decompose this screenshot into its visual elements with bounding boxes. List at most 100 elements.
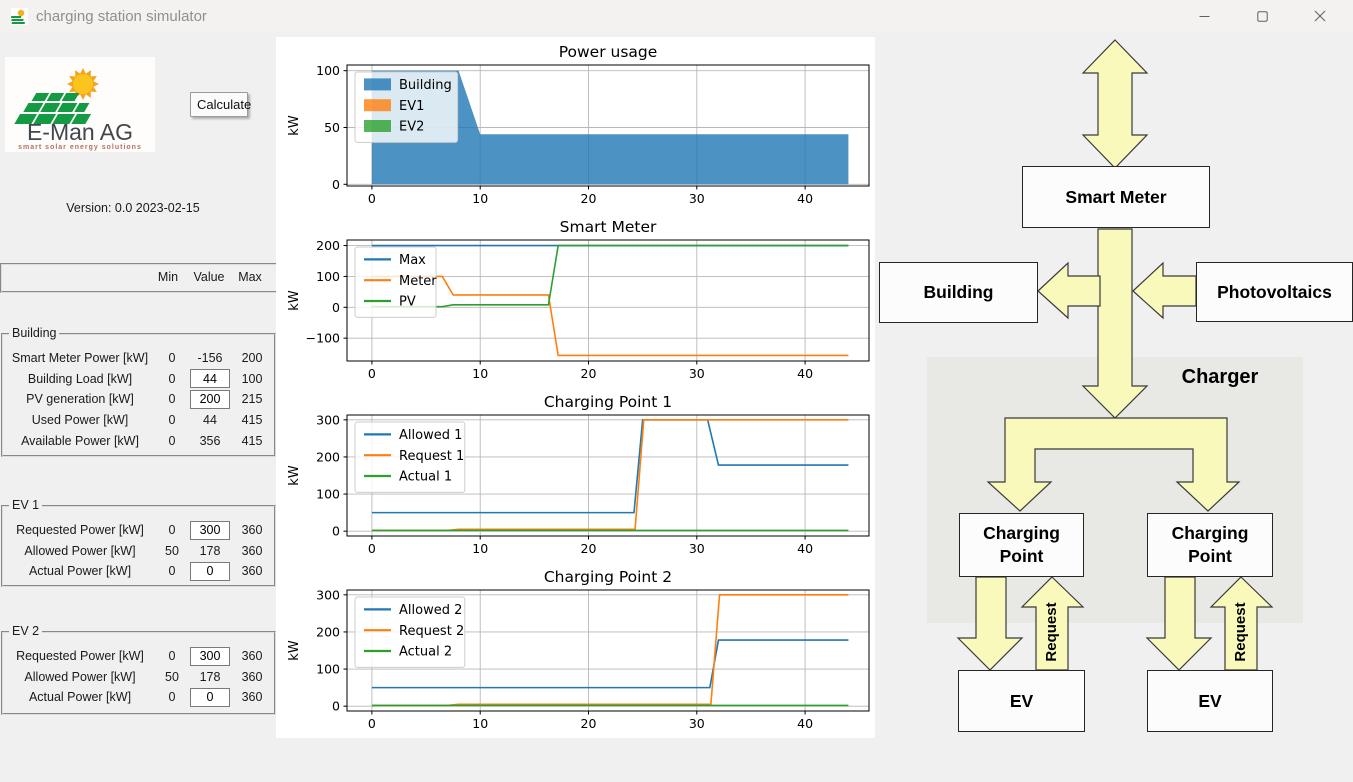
row-label: Requested Power [kW] xyxy=(16,523,144,538)
row-max: 200 xyxy=(241,351,263,366)
row-min: 0 xyxy=(168,433,176,448)
row-value-input[interactable] xyxy=(190,369,230,389)
svg-text:Allowed 1: Allowed 1 xyxy=(399,428,462,443)
row-max: 415 xyxy=(241,413,263,428)
parameter-row: PV generation [kW] 0 215 xyxy=(3,389,274,410)
row-max: 360 xyxy=(241,543,263,558)
svg-text:Allowed 2: Allowed 2 xyxy=(399,603,462,618)
close-button[interactable] xyxy=(1291,0,1349,32)
maximize-button[interactable] xyxy=(1233,0,1291,32)
row-label: Actual Power [kW] xyxy=(28,690,132,705)
row-value-input[interactable] xyxy=(190,646,230,666)
minimize-icon xyxy=(1199,15,1209,17)
row-max: 360 xyxy=(241,649,263,664)
svg-text:200: 200 xyxy=(316,238,340,253)
charging-point-2-node: Charging Point xyxy=(1147,513,1273,577)
row-max: 360 xyxy=(241,564,263,579)
svg-text:0: 0 xyxy=(368,541,376,556)
row-label: Actual Power [kW] xyxy=(28,564,132,579)
row-min: 0 xyxy=(168,351,176,366)
row-label: Building Load [kW] xyxy=(27,371,133,386)
parameter-row: Requested Power [kW] 0 360 xyxy=(3,646,274,667)
group-building: Building Smart Meter Power [kW] 0 -156 200 Bu… xyxy=(1,326,276,457)
row-min: 0 xyxy=(168,690,176,705)
row-value-input[interactable] xyxy=(190,520,230,540)
row-min: 0 xyxy=(168,392,176,407)
svg-text:EV1: EV1 xyxy=(399,99,424,114)
row-value: 178 xyxy=(199,669,221,684)
smart-meter-to-charger-arrow xyxy=(1081,228,1149,419)
cp1-to-ev-arrow xyxy=(956,576,1024,671)
row-value: 178 xyxy=(199,543,221,558)
svg-text:0: 0 xyxy=(332,524,340,539)
title-bar: charging station simulator xyxy=(0,0,1353,32)
minimize-button[interactable] xyxy=(1175,0,1233,32)
svg-text:kW: kW xyxy=(287,115,302,136)
table-header-frame: Min Value Max xyxy=(0,263,280,293)
svg-text:100: 100 xyxy=(316,487,340,502)
svg-text:100: 100 xyxy=(316,63,340,78)
ev-1-node: EV xyxy=(958,670,1085,732)
svg-text:40: 40 xyxy=(797,366,813,381)
svg-text:10: 10 xyxy=(472,191,488,206)
svg-text:30: 30 xyxy=(689,716,705,731)
svg-text:Building: Building xyxy=(399,78,452,93)
building-node: Building xyxy=(879,262,1038,323)
row-value-input[interactable] xyxy=(190,561,230,581)
svg-text:−100: −100 xyxy=(306,331,340,346)
parameter-row: Actual Power [kW] 0 360 xyxy=(3,687,274,708)
svg-text:0: 0 xyxy=(332,300,340,315)
row-label: Available Power [kW] xyxy=(21,433,139,448)
svg-text:20: 20 xyxy=(581,541,597,556)
svg-text:Max: Max xyxy=(399,253,426,268)
logo-brand-text: E-Man AG xyxy=(27,119,133,145)
svg-text:0: 0 xyxy=(332,177,340,192)
svg-text:EV2: EV2 xyxy=(399,120,424,135)
smart-meter-node: Smart Meter xyxy=(1022,166,1210,228)
svg-text:kW: kW xyxy=(287,465,302,486)
window-controls xyxy=(1175,0,1349,32)
grid-double-arrow xyxy=(1081,39,1149,169)
svg-text:Power usage: Power usage xyxy=(559,43,658,61)
row-min: 50 xyxy=(165,669,179,684)
row-max: 360 xyxy=(241,669,263,684)
svg-text:50: 50 xyxy=(324,120,340,135)
svg-text:10: 10 xyxy=(472,541,488,556)
row-value-input[interactable] xyxy=(190,687,230,707)
logo-tagline-text: smart solar energy solutions xyxy=(18,144,142,151)
row-min: 0 xyxy=(168,413,176,428)
row-value: 356 xyxy=(199,433,221,448)
from-photovoltaics-arrow xyxy=(1132,261,1197,320)
row-min: 0 xyxy=(168,564,176,579)
charging-point-1-node: Charging Point xyxy=(959,513,1084,577)
svg-text:10: 10 xyxy=(472,366,488,381)
calculate-button[interactable]: Calculate xyxy=(190,92,251,117)
row-min: 0 xyxy=(168,649,176,664)
row-max: 415 xyxy=(241,433,263,448)
svg-text:300: 300 xyxy=(316,587,340,602)
charger-label: Charger xyxy=(1181,366,1259,388)
svg-text:0: 0 xyxy=(368,191,376,206)
row-label: Requested Power [kW] xyxy=(16,649,144,664)
group-title: EV 2 xyxy=(9,624,43,638)
svg-text:40: 40 xyxy=(797,541,813,556)
column-header-value: Value xyxy=(193,270,225,284)
parameter-row: Used Power [kW] 0 44 415 xyxy=(3,410,274,431)
cp2-to-ev-arrow xyxy=(1145,576,1213,671)
chart-2: 0 10 20 30 40 0 100 200 300 Charging Point 1 kW All… xyxy=(287,393,870,556)
row-value-input[interactable] xyxy=(190,389,230,409)
row-max: 100 xyxy=(241,371,263,386)
ev-2-node: EV xyxy=(1147,670,1273,732)
svg-text:40: 40 xyxy=(797,716,813,731)
parameter-row: Requested Power [kW] 0 360 xyxy=(3,520,274,541)
version-text: Version: 0.0 2023-02-15 xyxy=(66,201,200,215)
svg-text:kW: kW xyxy=(287,640,302,661)
row-label: PV generation [kW] xyxy=(26,392,134,407)
row-value: 44 xyxy=(203,413,217,428)
parameter-row: Actual Power [kW] 0 360 xyxy=(3,561,274,582)
svg-text:Actual 1: Actual 1 xyxy=(399,470,452,485)
request-label-1: Request xyxy=(1043,602,1060,662)
svg-text:0: 0 xyxy=(368,366,376,381)
